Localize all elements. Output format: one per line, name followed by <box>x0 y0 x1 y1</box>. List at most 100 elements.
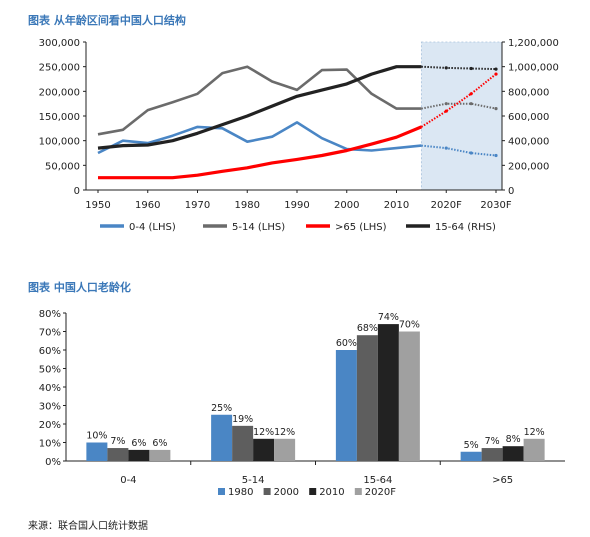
legend-swatch-0 <box>218 488 225 495</box>
bar-2020F->65 <box>523 438 545 461</box>
series-line-3 <box>97 65 422 150</box>
bar-value-label: 7% <box>485 436 500 447</box>
bar-value-label: 7% <box>110 436 125 447</box>
right-tick-label: 600,000 <box>508 112 549 123</box>
bar-value-label: 5% <box>464 440 479 451</box>
left-tick-label: 150,000 <box>39 112 80 123</box>
legend-label-0: 1980 <box>228 487 253 498</box>
bar-2000-5-14 <box>232 425 254 461</box>
series-point-0 <box>444 146 448 150</box>
x-tick-label: 2010 <box>384 200 409 211</box>
legend-label-3: 2020F <box>365 487 396 498</box>
right-tick-label: 200,000 <box>508 161 549 172</box>
right-tick-label: 1,200,000 <box>508 38 559 49</box>
left-tick-label: 100,000 <box>39 137 80 148</box>
right-tick-label: 0 <box>508 186 514 197</box>
x-tick-label: 1970 <box>185 200 210 211</box>
category-label: 15-64 <box>363 475 392 486</box>
y-tick-label: 20% <box>39 420 61 431</box>
bar-value-label: 74% <box>378 312 399 323</box>
population-structure-chart: 0 50,000 100,000 150,000 200,000 250,000 300,0… <box>39 38 559 233</box>
bar-value-label: 6% <box>152 438 167 449</box>
series-line-0 <box>97 121 422 155</box>
bar-1980-15-64 <box>335 350 357 461</box>
series-line-2 <box>98 125 423 180</box>
bar-value-label: 25% <box>211 403 232 414</box>
x-tick-label: 2020F <box>431 200 462 211</box>
chart1-title: 图表 从年龄区间看中国人口结构 <box>28 14 186 27</box>
series-forecast-line-3 <box>421 65 497 71</box>
bar-value-label: 12% <box>524 427 545 438</box>
bar-value-label: 12% <box>274 427 295 438</box>
y-tick-label: 30% <box>39 402 61 413</box>
bar-2020F-15-64 <box>398 331 420 461</box>
category-label: >65 <box>492 475 513 486</box>
legend-label-1: 2000 <box>274 487 299 498</box>
bar-1980-0-4 <box>86 442 108 461</box>
series-point-0 <box>494 153 498 158</box>
x-tick-label: 2000 <box>334 200 359 211</box>
bar-1980->65 <box>460 451 482 461</box>
source-note: 来源：联合国人口统计数据 <box>28 521 148 532</box>
bar-value-label: 68% <box>357 323 378 334</box>
bar-value-label: 8% <box>506 434 521 445</box>
series-forecast-line-0 <box>421 144 497 157</box>
series-point-3 <box>469 66 473 71</box>
series-forecast-line-2 <box>420 73 497 128</box>
series-point-2 <box>444 109 448 113</box>
series-point-1 <box>444 102 448 106</box>
series-line-1 <box>97 65 422 136</box>
series-point-3 <box>494 67 498 71</box>
y-tick-label: 10% <box>39 439 61 450</box>
series-point-1 <box>494 107 498 111</box>
y-tick-label: 80% <box>39 309 61 320</box>
bar-2010-5-14 <box>253 438 275 461</box>
bar-2020F-5-14 <box>274 438 296 461</box>
legend-label-0: 0-4 (LHS) <box>129 222 176 233</box>
legend-label-2: 2010 <box>319 487 344 498</box>
bar-value-label: 6% <box>131 438 146 449</box>
bar-value-label: 10% <box>86 431 107 442</box>
bar-value-label: 19% <box>232 414 253 425</box>
bar-2000-15-64 <box>356 335 378 461</box>
category-label: 0-4 <box>120 475 136 486</box>
x-tick-label: 1960 <box>135 200 160 211</box>
y-tick-label: 0% <box>45 457 61 468</box>
series-point-0 <box>469 151 473 155</box>
category-label: 5-14 <box>242 475 265 486</box>
series-point-1 <box>469 102 473 106</box>
x-tick-label: 2030F <box>480 200 511 211</box>
bar-2010-0-4 <box>128 449 150 461</box>
bar-value-label: 70% <box>399 320 420 331</box>
x-tick-label: 1950 <box>85 200 110 211</box>
series-point-2 <box>494 72 498 76</box>
bar-2010-15-64 <box>377 324 399 461</box>
x-tick-label: 1980 <box>235 200 260 211</box>
bar-2000->65 <box>481 448 503 461</box>
left-tick-label: 0 <box>74 186 80 197</box>
bar-2000-0-4 <box>107 448 129 461</box>
series-point-3 <box>444 66 448 70</box>
x-tick-label: 1990 <box>284 200 309 211</box>
bar-2020F-0-4 <box>149 449 171 461</box>
left-tick-label: 250,000 <box>39 63 80 74</box>
legend-swatch-3 <box>354 488 362 495</box>
y-tick-label: 70% <box>39 328 61 339</box>
series-forecast-line-1 <box>421 102 497 110</box>
left-tick-label: 300,000 <box>39 38 80 49</box>
bar-value-label: 60% <box>336 338 357 349</box>
right-tick-label: 400,000 <box>508 137 549 148</box>
series-point-2 <box>469 92 473 96</box>
left-tick-label: 200,000 <box>39 87 80 98</box>
y-tick-label: 50% <box>39 365 61 376</box>
y-tick-label: 40% <box>39 383 61 394</box>
left-tick-label: 50,000 <box>45 161 80 172</box>
chart2-title: 图表 中国人口老龄化 <box>28 281 131 294</box>
bar-1980-5-14 <box>211 414 233 461</box>
right-tick-label: 1,000,000 <box>508 63 559 74</box>
legend-label-2: >65 (LHS) <box>335 222 387 233</box>
right-tick-label: 800,000 <box>508 87 549 98</box>
legend-label-1: 5-14 (LHS) <box>232 222 285 233</box>
bar-2010->65 <box>502 446 524 461</box>
